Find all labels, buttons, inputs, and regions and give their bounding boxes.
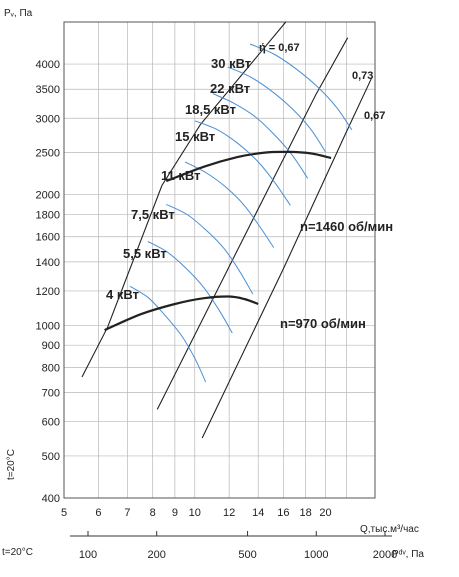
efficiency-label: 0,73 bbox=[352, 70, 373, 82]
x-tick-label: 8 bbox=[150, 507, 156, 519]
power-curve bbox=[212, 93, 309, 179]
x-tick-label: 9 bbox=[172, 507, 178, 519]
y-tick-label: 1200 bbox=[36, 286, 60, 298]
pdv-tick-label: 100 bbox=[79, 549, 97, 561]
efficiency-label: ή = 0,67 bbox=[259, 42, 300, 54]
y-tick-label: 2000 bbox=[36, 190, 60, 202]
y-tick-label: 3500 bbox=[36, 84, 60, 96]
curve-labels: 4 кВт 5,5 кВт 7,5 кВт 11 кВт 15 кВт 18,5 кВт 2… bbox=[106, 42, 393, 331]
y-tick-label: 1800 bbox=[36, 210, 60, 222]
x-axis-label: Q,тыс.м³/час bbox=[360, 524, 419, 535]
speed-label: n=970 об/мин bbox=[280, 316, 366, 331]
plot-frame bbox=[63, 21, 376, 499]
efficiency-line bbox=[201, 78, 372, 439]
x-tick-label: 14 bbox=[252, 507, 264, 519]
y-tick-label: 2500 bbox=[36, 148, 60, 160]
y-tick-label: 1000 bbox=[36, 320, 60, 332]
efficiency-lines bbox=[81, 21, 372, 439]
y-tick-label: 600 bbox=[42, 417, 60, 429]
y-tick-label: 700 bbox=[42, 388, 60, 400]
x-tick-labels: 5 6 7 8 9 10 12 14 16 18 20 bbox=[61, 507, 332, 519]
power-curves bbox=[129, 43, 353, 383]
x-tick-label: 5 bbox=[61, 507, 67, 519]
y-tick-label: 500 bbox=[42, 451, 60, 463]
speed-curve bbox=[165, 150, 332, 183]
y-axis-label: Pᵥ, Па bbox=[4, 8, 33, 19]
y-tick-label: 3000 bbox=[36, 113, 60, 125]
x-tick-label: 6 bbox=[95, 507, 101, 519]
x-tick-label: 10 bbox=[189, 507, 201, 519]
x-tick-label: 18 bbox=[300, 507, 312, 519]
efficiency-line bbox=[81, 21, 287, 378]
temperature-label-vertical: t=20°C bbox=[6, 449, 17, 480]
power-label: 11 кВт bbox=[161, 168, 200, 183]
y-tick-label: 800 bbox=[42, 362, 60, 374]
speed-label: n=1460 об/мин bbox=[300, 219, 393, 234]
y-tick-label: 900 bbox=[42, 340, 60, 352]
x-tick-label: 16 bbox=[277, 507, 289, 519]
pdv-tick-label: 500 bbox=[238, 549, 256, 561]
speed-curve bbox=[104, 295, 259, 332]
pdv-tick-label: 200 bbox=[148, 549, 166, 561]
power-label: 7,5 кВт bbox=[131, 207, 175, 222]
power-curve bbox=[129, 285, 207, 383]
power-curve bbox=[147, 241, 233, 334]
y-tick-labels: 400 500 600 700 800 900 1000 1200 1400 1600 1800 20… bbox=[36, 59, 60, 505]
power-label: 22 кВт bbox=[210, 81, 250, 96]
speed-curves bbox=[104, 150, 332, 332]
efficiency-line bbox=[156, 37, 349, 410]
power-curve bbox=[194, 120, 291, 206]
pdv-tick-label: 1000 bbox=[304, 549, 328, 561]
pdv-axis-label: Pᵈᵛ, Па bbox=[392, 549, 424, 560]
power-label: 30 кВт bbox=[211, 56, 251, 71]
power-label: 4 кВт bbox=[106, 287, 139, 302]
pdv-axis: 100 200 500 1000 2000 bbox=[70, 531, 397, 561]
x-tick-label: 20 bbox=[319, 507, 331, 519]
pdv-tick-label: 2000 bbox=[373, 549, 397, 561]
power-curve bbox=[249, 43, 353, 131]
y-tick-label: 1400 bbox=[36, 257, 60, 269]
x-tick-label: 7 bbox=[124, 507, 130, 519]
y-tick-label: 4000 bbox=[36, 59, 60, 71]
power-label: 18,5 кВт bbox=[185, 102, 236, 117]
power-curve bbox=[227, 66, 326, 153]
power-label: 15 кВт bbox=[175, 129, 215, 144]
x-tick-label: 12 bbox=[223, 507, 235, 519]
grid bbox=[63, 22, 375, 499]
efficiency-label: 0,67 bbox=[364, 110, 385, 122]
power-curve bbox=[166, 203, 254, 295]
power-label: 5,5 кВт bbox=[123, 246, 167, 261]
temperature-label-bottom: t=20°C bbox=[2, 547, 33, 558]
y-tick-label: 400 bbox=[42, 493, 60, 505]
y-tick-label: 1600 bbox=[36, 232, 60, 244]
power-curve bbox=[184, 161, 275, 248]
